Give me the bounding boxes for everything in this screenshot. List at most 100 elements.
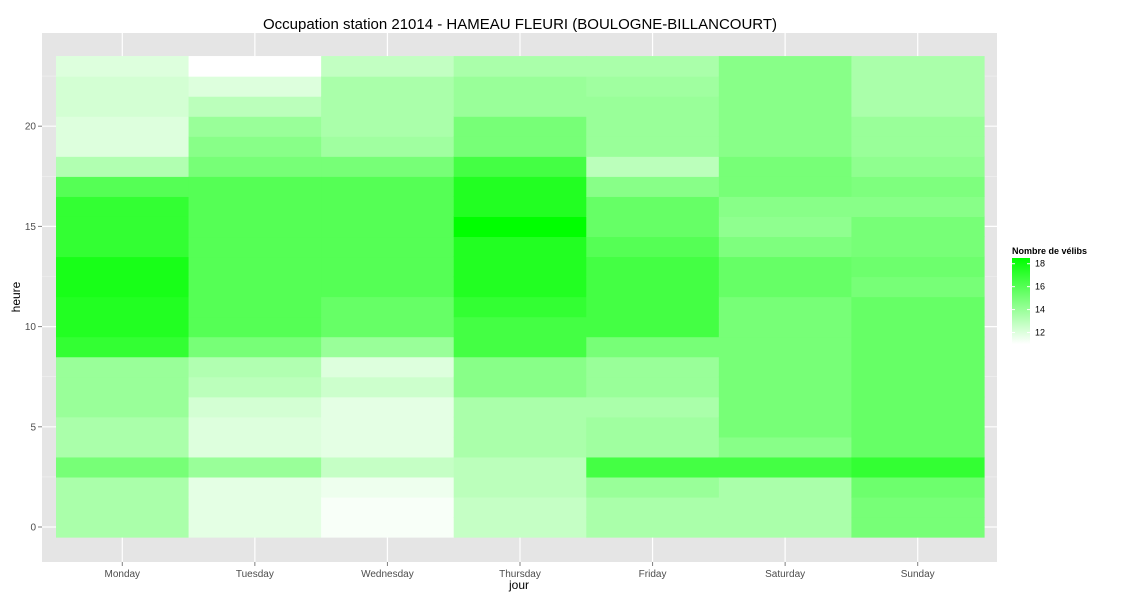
x-tick-label: Tuesday <box>236 569 274 580</box>
heatmap-cell <box>321 496 455 518</box>
heatmap-cell <box>453 276 587 298</box>
heatmap-cell <box>321 356 455 378</box>
heatmap-cell <box>718 296 853 318</box>
heatmap-cell <box>718 76 853 97</box>
heatmap-cell <box>851 496 985 518</box>
heatmap-cell <box>586 136 720 157</box>
heatmap-cell <box>56 96 190 117</box>
heatmap-cell <box>718 136 853 157</box>
heatmap-cell <box>851 236 985 258</box>
heatmap-cell <box>586 516 720 538</box>
heatmap-cell <box>188 176 322 197</box>
x-axis: Monday Tuesday Wednesday Thursday Friday Satu… <box>104 562 935 580</box>
heatmap-cell <box>188 236 322 258</box>
heatmap-cell <box>56 256 190 278</box>
legend-tick-label: 16 <box>1035 282 1045 292</box>
heatmap-cell <box>56 156 190 177</box>
heatmap-cell <box>56 416 190 438</box>
x-tick-label: Wednesday <box>361 569 414 580</box>
heatmap-cell <box>851 176 985 197</box>
heatmap-cell <box>321 296 455 318</box>
heatmap-cell <box>586 76 720 97</box>
heatmap-cell <box>718 476 853 498</box>
heatmap-cell <box>718 496 853 518</box>
heatmap-cell <box>718 236 853 258</box>
heatmap-cell <box>56 116 190 137</box>
heatmap-cell <box>453 136 587 157</box>
heatmap-cell <box>851 336 985 358</box>
heatmap-cell <box>188 156 322 177</box>
heatmap-cell <box>188 196 322 217</box>
heatmap-cell <box>188 296 322 318</box>
heatmap-cell <box>188 396 322 418</box>
heatmap-cell <box>453 176 587 197</box>
heatmap-cell <box>851 416 985 438</box>
heatmap-cell <box>586 296 720 318</box>
heatmap-cell <box>586 196 720 217</box>
heatmap-cell <box>188 276 322 298</box>
heatmap-cell <box>321 216 455 238</box>
heatmap-cell <box>188 56 322 77</box>
heatmap-cell <box>851 76 985 97</box>
heatmap-cell <box>321 476 455 498</box>
heatmap-cell <box>321 256 455 278</box>
heatmap-cell <box>586 156 720 177</box>
heatmap-cell <box>851 96 985 117</box>
heatmap-tiles <box>56 56 985 538</box>
y-axis: 0 5 10 15 20 <box>25 122 42 534</box>
heatmap-cell <box>188 436 322 458</box>
heatmap-cell <box>453 356 587 378</box>
y-tick-label: 15 <box>25 222 37 233</box>
heatmap-cell <box>321 56 455 77</box>
heatmap-cell <box>718 436 853 458</box>
heatmap-cell <box>321 176 455 197</box>
heatmap-cell <box>453 336 587 358</box>
heatmap-cell <box>453 56 587 77</box>
heatmap-cell <box>718 196 853 217</box>
heatmap-cell <box>586 216 720 238</box>
heatmap-cell <box>851 196 985 217</box>
heatmap-cell <box>321 376 455 398</box>
heatmap-cell <box>321 316 455 338</box>
heatmap-cell <box>718 356 853 378</box>
heatmap-cell <box>586 316 720 338</box>
heatmap-cell <box>851 436 985 458</box>
heatmap-cell <box>453 436 587 458</box>
heatmap-cell <box>718 316 853 338</box>
heatmap-cell <box>586 176 720 197</box>
heatmap-cell <box>718 156 853 177</box>
heatmap-cell <box>188 216 322 238</box>
heatmap-cell <box>56 76 190 97</box>
heatmap-cell <box>56 396 190 418</box>
heatmap-cell <box>586 236 720 258</box>
heatmap-cell <box>321 336 455 358</box>
legend: Nombre de vélibs 12 14 16 18 <box>1012 246 1087 344</box>
heatmap-cell <box>56 196 190 217</box>
y-tick-label: 20 <box>25 122 37 133</box>
heatmap-cell <box>321 196 455 217</box>
y-tick-label: 0 <box>30 523 36 534</box>
heatmap-cell <box>718 96 853 117</box>
heatmap-cell <box>453 156 587 177</box>
heatmap-cell <box>56 276 190 298</box>
heatmap-cell <box>851 376 985 398</box>
heatmap-cell <box>56 236 190 258</box>
heatmap-cell <box>321 156 455 177</box>
heatmap-cell <box>453 476 587 498</box>
heatmap-cell <box>56 316 190 338</box>
heatmap-cell <box>851 316 985 338</box>
heatmap-cell <box>851 276 985 298</box>
heatmap-cell <box>718 516 853 538</box>
heatmap-cell <box>586 356 720 378</box>
heatmap-cell <box>718 396 853 418</box>
heatmap-cell <box>188 456 322 478</box>
heatmap-cell <box>188 336 322 358</box>
heatmap-cell <box>718 176 853 197</box>
y-tick-label: 10 <box>25 322 37 333</box>
heatmap-cell <box>586 96 720 117</box>
heatmap-cell <box>718 216 853 238</box>
heatmap-cell <box>718 416 853 438</box>
heatmap-cell <box>851 476 985 498</box>
heatmap-cell <box>321 236 455 258</box>
